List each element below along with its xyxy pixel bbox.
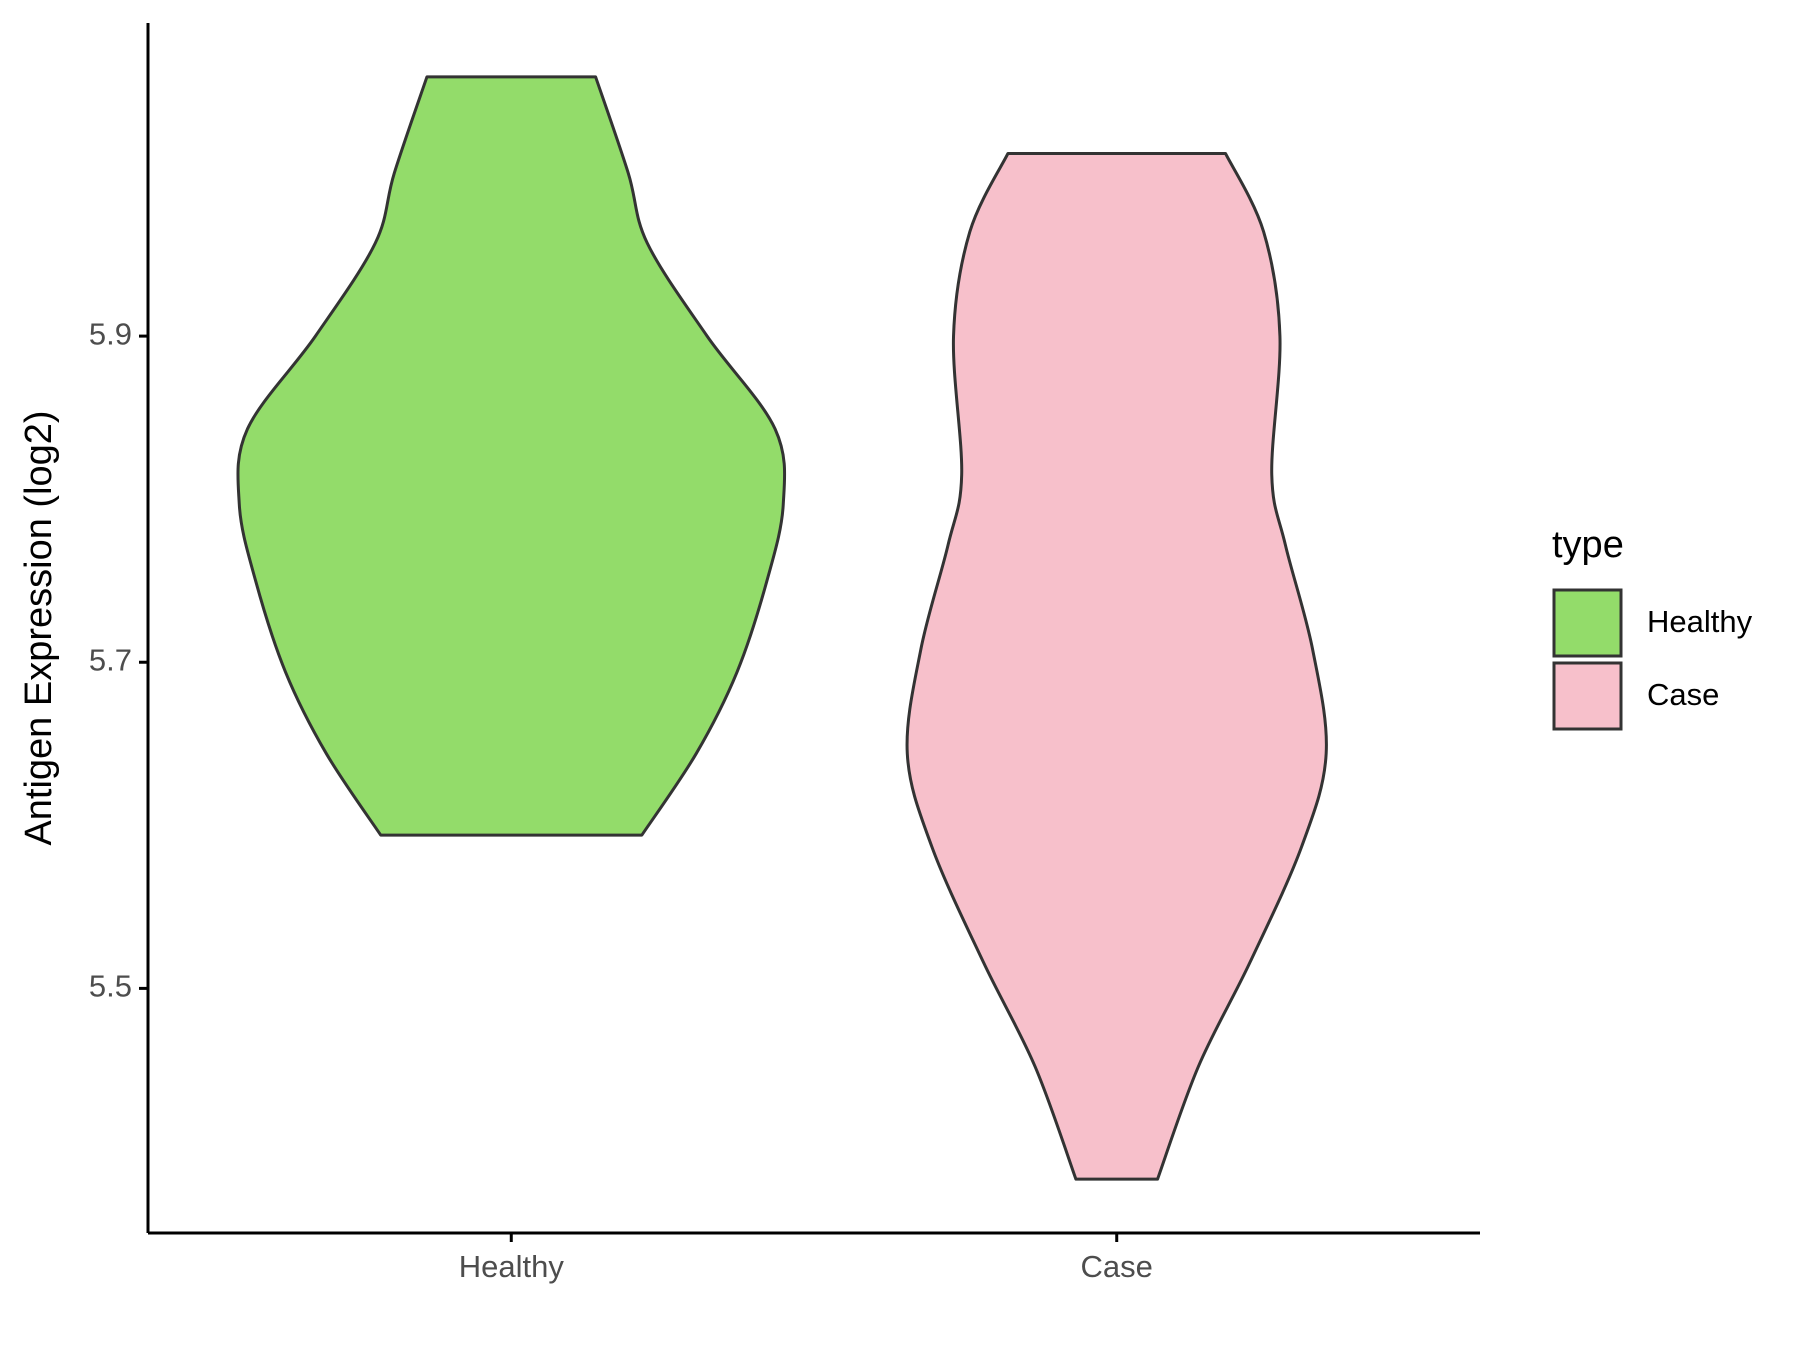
- legend-label: Case: [1647, 677, 1719, 712]
- y-tick-label: 5.9: [89, 316, 132, 351]
- legend-label: Healthy: [1647, 604, 1753, 639]
- x-tick-label: Case: [1081, 1249, 1153, 1284]
- y-tick-label: 5.5: [89, 969, 132, 1004]
- x-tick-label: Healthy: [459, 1249, 565, 1284]
- legend-title: type: [1552, 524, 1624, 566]
- violin: [236, 75, 787, 837]
- y-tick-label: 5.7: [89, 642, 132, 677]
- y-axis-title: Antigen Expression (log2): [18, 410, 60, 845]
- violin: [905, 151, 1328, 1181]
- legend-key: [1552, 661, 1623, 731]
- legend-key: [1552, 588, 1623, 658]
